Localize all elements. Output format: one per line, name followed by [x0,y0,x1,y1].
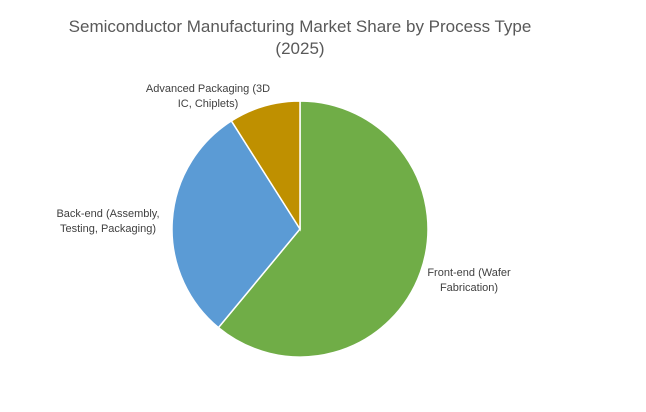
chart-title: Semiconductor Manufacturing Market Share… [68,17,532,58]
slice-label: Front-end (Wafer Fabrication) [427,267,511,294]
slice-label: Advanced Packaging (3D IC, Chiplets) [145,83,271,110]
pie-slice [230,100,301,232]
pie-slice [171,119,301,329]
slice-label: Back-end (Assembly, Testing, Packaging) [56,208,160,235]
pie-slice [217,100,429,358]
